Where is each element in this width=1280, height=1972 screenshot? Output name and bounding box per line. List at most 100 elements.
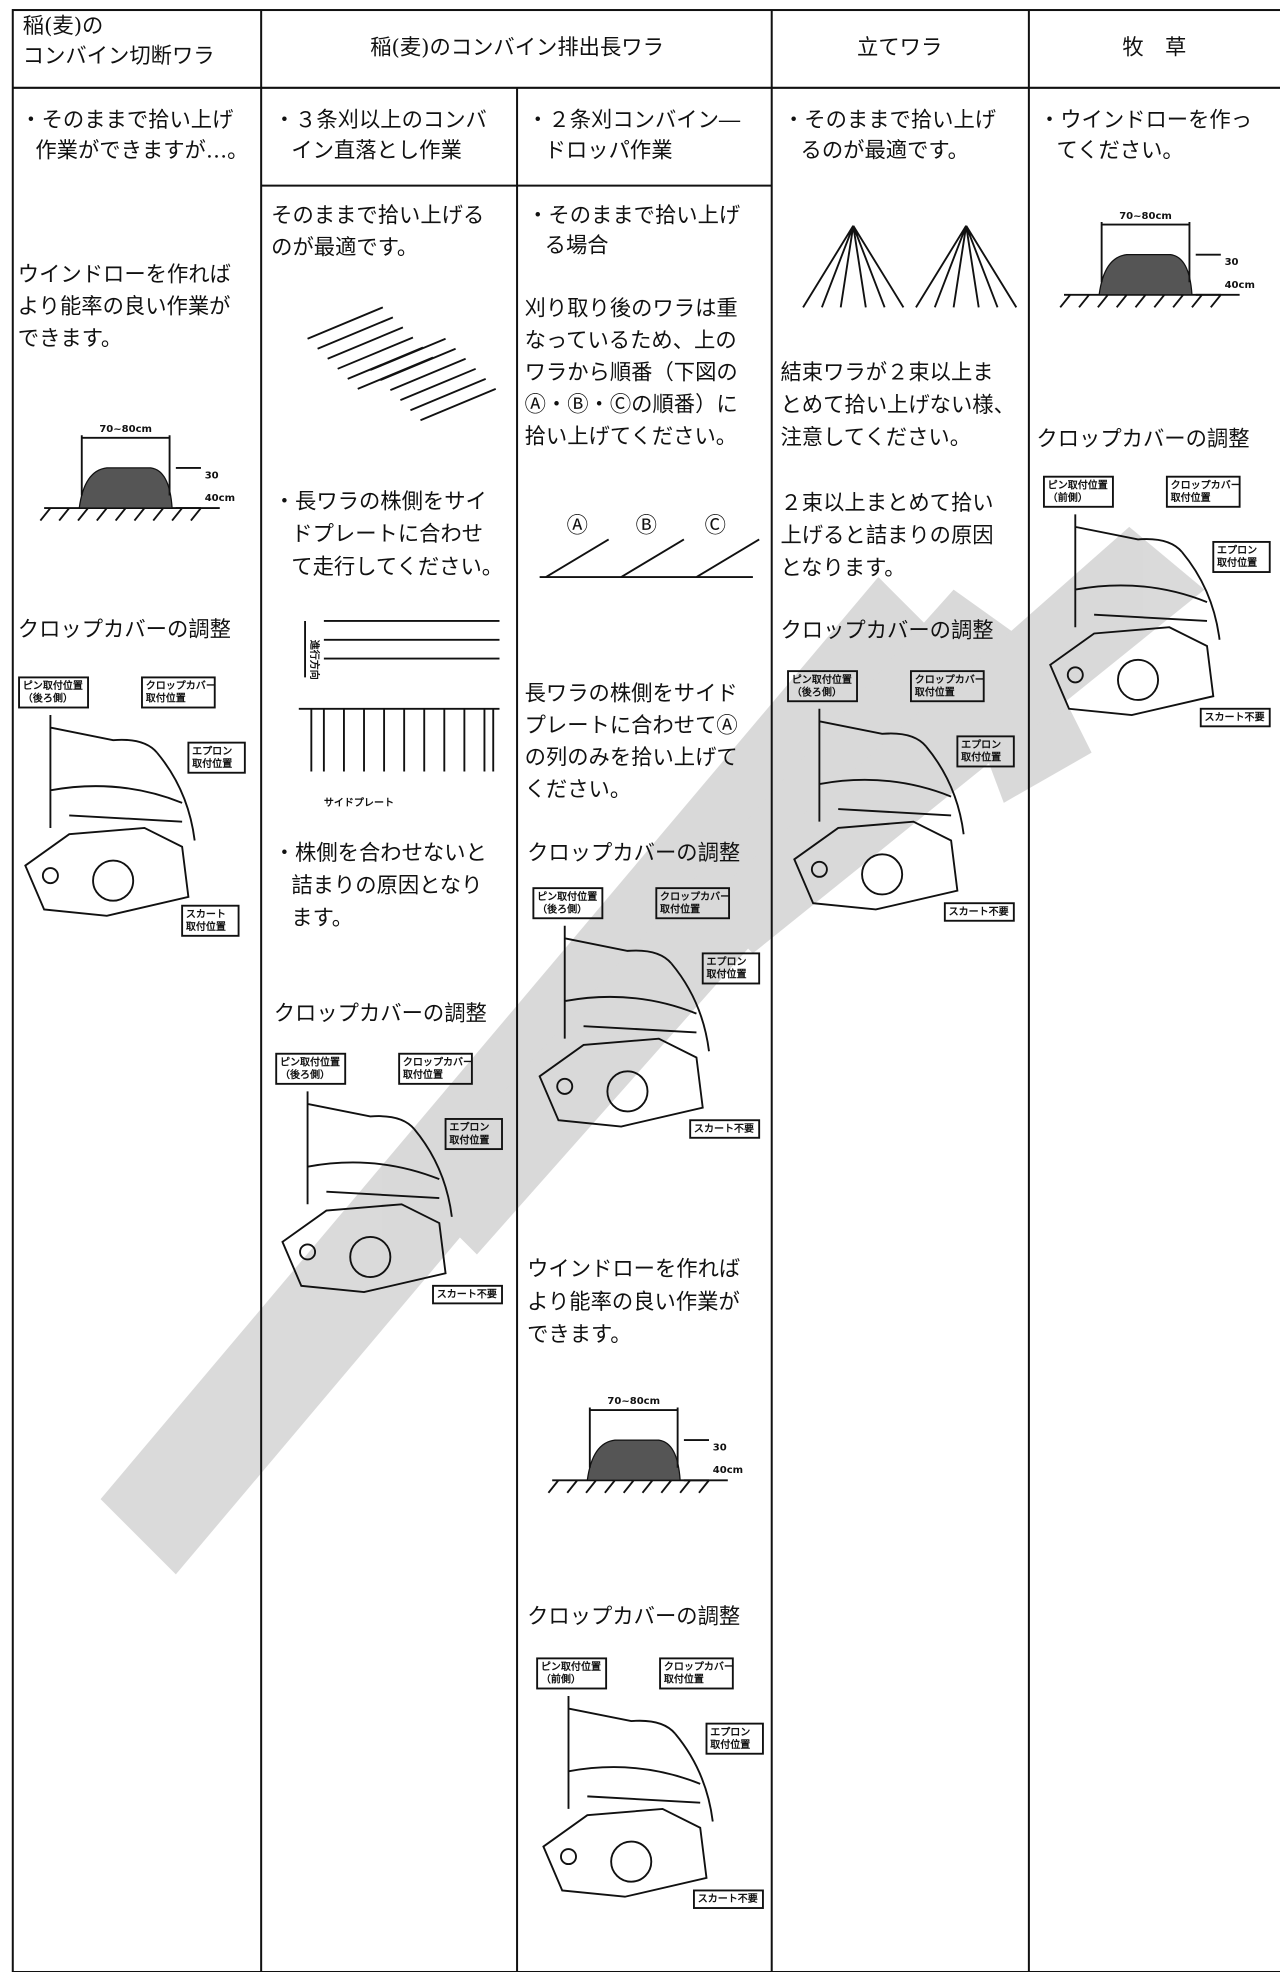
label-box <box>910 670 985 703</box>
text: る場合 <box>545 234 609 259</box>
figure-label: （後ろ側） <box>792 685 842 698</box>
figure-label: Ⓑ <box>636 513 657 538</box>
machine-body <box>538 1037 704 1128</box>
figure-label: エプロン <box>1217 544 1257 557</box>
label-box <box>705 1722 764 1755</box>
text: Ⓐ・Ⓑ・Ⓒの順番）に <box>525 392 738 417</box>
text: るのが最適です。 <box>801 138 969 163</box>
row-order-figure: Ⓐ Ⓑ Ⓒ <box>539 513 760 578</box>
windrow-figure: 70~80cm 30 40cm <box>39 424 235 522</box>
text: より能率の良い作業が <box>18 294 231 319</box>
label-box <box>1212 540 1271 573</box>
figure-label: エプロン <box>706 955 746 968</box>
figure-label: スカート不要 <box>437 1289 497 1301</box>
crop-cover <box>156 752 196 841</box>
text: ドプレートに合わせ <box>291 522 483 547</box>
ground <box>547 1479 728 1494</box>
text: プレートに合わせてⒶ <box>525 713 738 738</box>
text: 作業ができますが…。 <box>35 138 248 163</box>
figure-label: クロップカバー <box>660 890 730 903</box>
text: ・そのままで拾い上げ <box>527 204 740 229</box>
straw <box>545 538 610 578</box>
figure-label: サイドプレート <box>324 796 394 809</box>
figure-label: ピン取付位置 <box>792 673 852 686</box>
text: 稲(麦)のコンバイン排出長ワラ <box>370 35 664 60</box>
figure-label: 40cm <box>713 1465 743 1476</box>
label-box <box>655 887 731 920</box>
figure-label: Ⓐ <box>567 513 588 538</box>
label-box <box>701 952 761 985</box>
figure-label: スカート不要 <box>1205 712 1265 724</box>
figure-label: 40cm <box>1225 280 1255 291</box>
figure-label: ピン取付位置 <box>537 890 597 903</box>
text: ます。 <box>291 906 353 931</box>
label-box <box>943 902 1015 922</box>
text: クロップカバーの調整 <box>780 619 993 644</box>
text: の列のみを拾い上げて <box>525 745 738 770</box>
machine-body <box>542 1807 708 1898</box>
text: ・ウインドローを作っ <box>1039 108 1252 133</box>
sheaf <box>802 225 905 308</box>
figure-label: 取付位置 <box>664 1673 704 1686</box>
straw <box>357 356 497 422</box>
figure-label: エプロン <box>710 1725 750 1738</box>
figure-label: 取付位置 <box>710 1738 750 1751</box>
crop-cover <box>670 962 710 1052</box>
text: とめて拾い上げない様、 <box>780 393 1014 418</box>
figure-label: 取付位置 <box>146 692 186 705</box>
windrow <box>78 467 173 509</box>
figure-label: エプロン <box>192 744 232 757</box>
machine-frame <box>563 925 697 1039</box>
machine-frame <box>306 1091 440 1205</box>
windrow <box>586 1439 681 1481</box>
figure-label: 70~80cm <box>1119 211 1172 222</box>
label-box <box>787 670 858 703</box>
figure-label: エプロン <box>961 738 1001 751</box>
table-grid <box>11 9 1280 1972</box>
windrow <box>1098 254 1193 296</box>
drum <box>610 1840 653 1883</box>
text: ・３条刈以上のコンバ <box>274 108 487 133</box>
label-box <box>693 1889 764 1909</box>
machine-body <box>1049 626 1215 716</box>
text: 稲(麦)の <box>23 14 104 39</box>
text: 拾い上げてください。 <box>525 424 738 449</box>
dimension <box>1100 222 1221 296</box>
text: ２束以上まとめて拾い <box>780 491 993 516</box>
figure-label: 30 <box>713 1443 727 1454</box>
drum <box>349 1235 392 1278</box>
label-box <box>1199 707 1271 728</box>
hub <box>1066 666 1084 684</box>
machine-frame <box>49 715 183 828</box>
figure-label: 取付位置 <box>660 902 700 915</box>
figure-label: スカート <box>186 908 226 920</box>
text: ウインドローを作れば <box>18 262 231 287</box>
figure-label: 取付位置 <box>961 751 1001 764</box>
windrow-figure: 70~80cm 30 40cm <box>1059 211 1255 308</box>
figure-label: 取付位置 <box>186 920 226 933</box>
figure-label: スカート不要 <box>694 1123 754 1135</box>
figure-label: 70~80cm <box>99 424 152 435</box>
drum <box>606 1070 649 1113</box>
text: ・株側を合わせないと <box>274 841 487 866</box>
label-box <box>1165 475 1241 508</box>
text: 注意してください。 <box>780 426 971 451</box>
text: てください。 <box>1056 138 1183 163</box>
text: そのままで拾い上げる <box>271 204 484 229</box>
text: クロップカバーの調整 <box>18 617 231 642</box>
text: イン直落とし作業 <box>291 138 462 163</box>
windrow-figure: 70~80cm 30 40cm <box>547 1396 743 1494</box>
hub <box>810 860 828 878</box>
crop-cover <box>413 1128 453 1217</box>
figure-label: 70~80cm <box>607 1396 660 1407</box>
drum <box>861 853 904 896</box>
text: コンバイン切断ワラ <box>23 44 215 69</box>
text: ・長ワラの株側をサイ <box>274 490 487 515</box>
label-box <box>18 676 89 709</box>
figure-label: エプロン <box>449 1121 489 1134</box>
text: 結束ワラが２束以上ま <box>780 360 993 385</box>
figure-label: 取付位置 <box>915 685 955 698</box>
